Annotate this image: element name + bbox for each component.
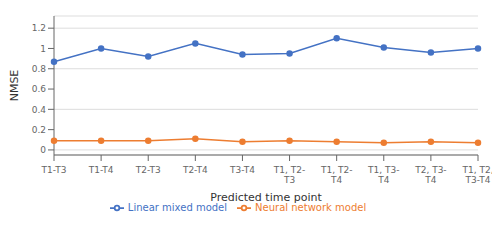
svg-text:T2-T4: T2-T4 — [182, 165, 208, 175]
html-text:Neural network model: Neural network model — [255, 202, 367, 213]
svg-text:T2, T3-T4: T2, T3-T4 — [414, 165, 446, 185]
svg-text:T1, T2-T3: T1, T2-T3 — [273, 165, 305, 185]
svg-text:0.2: 0.2 — [32, 125, 46, 135]
svg-text:T1, T3-T4: T1, T3-T4 — [367, 165, 399, 185]
svg-text:Predicted time point: Predicted time point — [210, 191, 322, 204]
svg-text:0: 0 — [40, 145, 46, 155]
svg-text:0.8: 0.8 — [32, 64, 47, 74]
svg-text:1: 1 — [40, 44, 46, 54]
svg-text:T1-T4: T1-T4 — [88, 165, 114, 175]
svg-text:T1-T3: T1-T3 — [41, 165, 67, 175]
svg-text:1.2: 1.2 — [32, 23, 46, 33]
svg-text:0.6: 0.6 — [32, 84, 47, 94]
svg-text:T3-T4: T3-T4 — [229, 165, 255, 175]
svg-text:0.4: 0.4 — [32, 105, 47, 115]
svg-text:NMSE: NMSE — [8, 70, 21, 102]
svg-text:T1, T2-T4: T1, T2-T4 — [320, 165, 352, 185]
svg-text:T1, T2,T3-T4: T1, T2,T3-T4 — [461, 165, 492, 185]
html-text:Linear mixed model: Linear mixed model — [127, 202, 228, 213]
svg-text:T2-T3: T2-T3 — [135, 165, 161, 175]
